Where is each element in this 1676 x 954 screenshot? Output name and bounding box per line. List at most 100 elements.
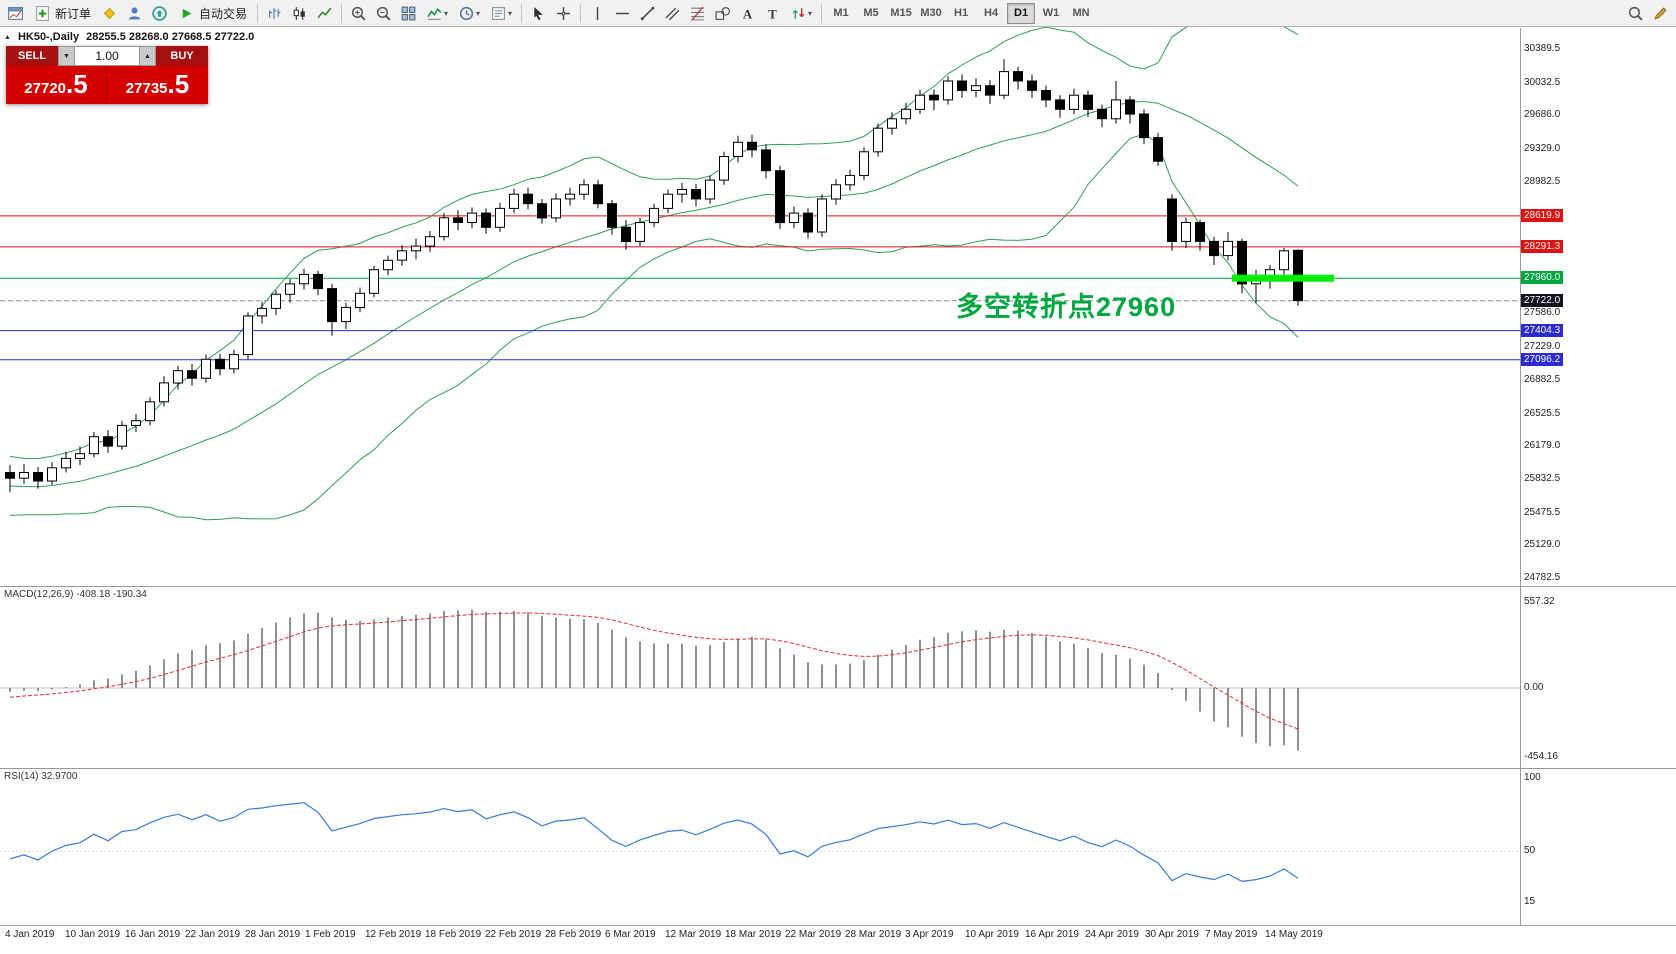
price-badge: 27096.2 — [1521, 353, 1564, 366]
vertical-line-icon — [596, 6, 599, 20]
indicators-icon — [427, 7, 442, 20]
zoom-out-icon[interactable] — [371, 1, 396, 26]
dropdown-caret-icon[interactable]: ▾ — [444, 8, 449, 18]
timeframe-m1-button[interactable]: M1 — [833, 7, 849, 19]
rsi-axis-label: 100 — [1524, 772, 1541, 783]
pencil-icon — [1654, 6, 1667, 20]
search-icon — [1628, 6, 1643, 21]
date-axis-label: 10 Jan 2019 — [65, 929, 121, 940]
trendline-icon[interactable] — [635, 1, 660, 26]
shapes-icon[interactable] — [710, 1, 735, 26]
volume-decrease-button[interactable]: ▼ — [58, 46, 75, 66]
sell-price[interactable]: 27720.5 — [6, 66, 107, 104]
new-order-button[interactable]: 新订单 — [28, 3, 97, 24]
price-badge: 28291.3 — [1521, 240, 1564, 253]
arrows-icon[interactable]: ▾ — [785, 1, 817, 26]
price-axis-label: 25129.0 — [1524, 539, 1561, 550]
sell-price-main: 27720 — [24, 80, 67, 97]
cursor-icon[interactable] — [526, 1, 551, 26]
trendline-icon — [640, 6, 655, 20]
buy-price[interactable]: 27735.5 — [107, 66, 208, 104]
label-icon[interactable]: T — [760, 1, 785, 26]
date-axis-label: 16 Apr 2019 — [1025, 929, 1079, 940]
timeframe-w1-button[interactable]: W1 — [1042, 7, 1060, 19]
price-badge: 27960.0 — [1521, 271, 1564, 284]
community-icon[interactable] — [147, 1, 172, 26]
one-click-trading-panel: SELL ▼ 1.00 ▲ BUY 27720.5 27735.5 — [6, 46, 208, 104]
vertical-line-icon[interactable] — [585, 1, 610, 26]
shapes-icon — [715, 6, 730, 20]
chart-window-icon — [8, 6, 23, 20]
channel-icon[interactable] — [660, 1, 685, 26]
text-icon[interactable]: A — [735, 1, 760, 26]
date-axis-label: 28 Jan 2019 — [245, 929, 301, 940]
chart-window-icon[interactable] — [3, 1, 28, 26]
fibonacci-icon[interactable] — [685, 1, 710, 26]
timeframe-h1-button[interactable]: H1 — [954, 7, 969, 19]
date-axis-label: 24 Apr 2019 — [1085, 929, 1139, 940]
date-axis-label: 12 Mar 2019 — [665, 929, 722, 940]
date-axis-label: 22 Feb 2019 — [485, 929, 542, 940]
dropdown-caret-icon[interactable]: ▾ — [808, 8, 813, 18]
horizontal-line-icon[interactable] — [610, 1, 635, 26]
toolbar-separator — [521, 3, 523, 23]
level-lines — [0, 215, 1520, 361]
volume-increase-button[interactable]: ▲ — [139, 46, 156, 66]
price-axis-label: 26525.5 — [1524, 408, 1561, 419]
indicators-icon[interactable]: ▾ — [421, 1, 453, 26]
profile-icon — [128, 7, 141, 19]
timeframe-m5-button[interactable]: M5 — [863, 7, 879, 19]
sell-button[interactable]: SELL — [6, 46, 58, 66]
buy-price-main: 27735 — [125, 80, 168, 97]
arrows-icon — [792, 7, 805, 19]
pencil-icon[interactable] — [1648, 1, 1673, 26]
date-axis-divider — [0, 925, 1676, 926]
rsi-panel-divider — [0, 768, 1676, 769]
price-axis-label: 30032.5 — [1524, 77, 1561, 88]
collapse-arrow-icon[interactable]: ▲ — [4, 33, 11, 41]
sell-price-frac: .5 — [66, 69, 88, 99]
new-order-button-label: 新订单 — [55, 6, 92, 21]
macd-axis-label: 557.32 — [1524, 596, 1555, 607]
ohlc-values: 28255.5 28268.0 27668.5 27722.0 — [86, 31, 255, 43]
date-axis-label: 18 Mar 2019 — [725, 929, 782, 940]
symbol-info: ▲ HK50-,Daily 28255.5 28268.0 27668.5 27… — [4, 31, 254, 43]
horizontal-line-icon — [616, 12, 629, 14]
timeframe-m30-button[interactable]: M30 — [920, 7, 942, 19]
bar-chart-icon — [269, 7, 281, 19]
date-axis-label: 1 Feb 2019 — [305, 929, 356, 940]
timeframe-mn-button[interactable]: MN — [1072, 7, 1090, 19]
profile-icon[interactable] — [122, 1, 147, 26]
metaeditor-icon[interactable] — [97, 1, 122, 26]
timeframe-h4-button[interactable]: H4 — [984, 7, 999, 19]
candlestick-chart-icon[interactable] — [287, 1, 312, 26]
buy-button[interactable]: BUY — [156, 46, 208, 66]
crosshair-icon[interactable] — [551, 1, 576, 26]
price-axis-separator — [1520, 28, 1521, 925]
rsi-axis-label: 50 — [1524, 845, 1536, 856]
tile-windows-icon[interactable] — [396, 1, 421, 26]
autotrading-button[interactable]: 自动交易 — [172, 3, 253, 24]
timeframe-d1-button[interactable]: D1 — [1007, 2, 1036, 24]
zoom-in-icon — [351, 6, 366, 21]
zoom-in-icon[interactable] — [346, 1, 371, 26]
timeframe-m15-button[interactable]: M15 — [890, 7, 912, 19]
price-axis-label: 27229.0 — [1524, 341, 1561, 352]
periods-icon[interactable]: ▾ — [453, 1, 485, 26]
date-axis-label: 22 Jan 2019 — [185, 929, 241, 940]
dropdown-caret-icon[interactable]: ▾ — [476, 8, 481, 18]
price-axis-label: 26882.5 — [1524, 374, 1561, 385]
line-chart-icon[interactable] — [312, 1, 337, 26]
templates-icon[interactable]: ▾ — [485, 1, 517, 26]
candlestick-chart-icon — [293, 6, 305, 20]
date-axis-label: 30 Apr 2019 — [1145, 929, 1199, 940]
volume-input[interactable]: 1.00 — [75, 46, 139, 66]
search-icon[interactable] — [1623, 1, 1648, 26]
dropdown-caret-icon[interactable]: ▾ — [508, 8, 513, 18]
date-axis-label: 12 Feb 2019 — [365, 929, 422, 940]
macd-axis-label: 0.00 — [1524, 682, 1544, 693]
toolbar: 新订单 自动交易 ▾ ▾ ▾ A T ▾ M1 M5 M15 M30 H1 H4 D1 W1 MN — [0, 0, 1676, 27]
bar-chart-icon[interactable] — [262, 1, 287, 26]
